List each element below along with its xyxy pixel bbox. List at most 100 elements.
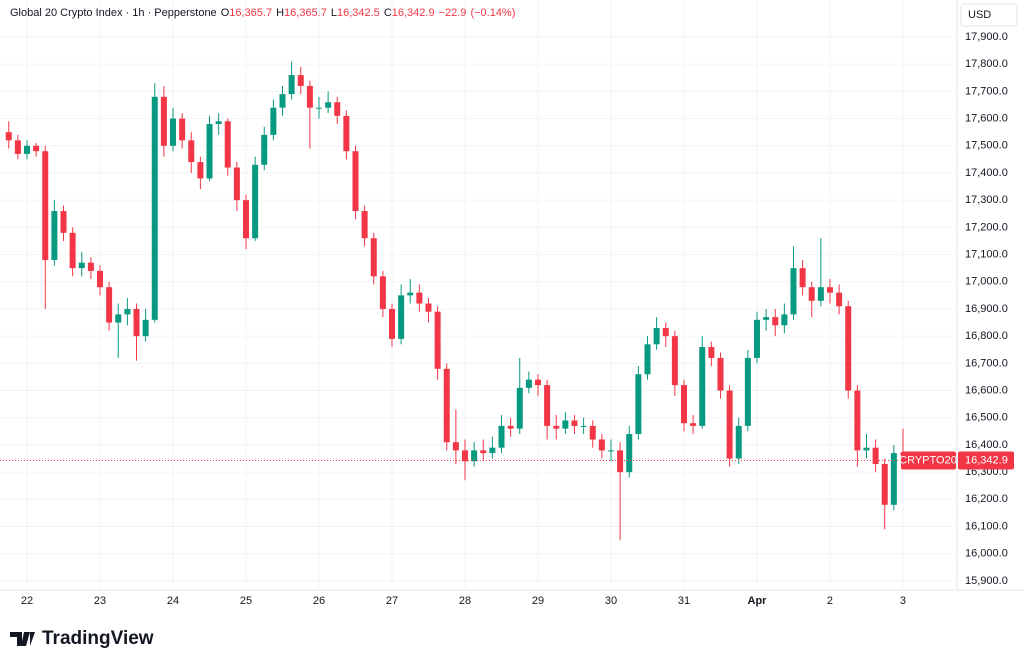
candle-body bbox=[243, 200, 250, 239]
x-tick-label: 2 bbox=[827, 595, 833, 607]
candle-body bbox=[179, 118, 186, 141]
candle-body bbox=[744, 357, 751, 426]
candle-body bbox=[151, 96, 158, 320]
y-tick-label: 17,500.0 bbox=[965, 140, 1008, 152]
ohlc-value: 16,365.7 bbox=[229, 7, 273, 19]
candle-body bbox=[5, 132, 12, 141]
candle-body bbox=[215, 121, 222, 125]
candle-body bbox=[188, 140, 195, 163]
x-tick-label: 27 bbox=[386, 595, 398, 607]
currency-box[interactable] bbox=[960, 3, 1018, 27]
candle-body bbox=[635, 374, 642, 435]
candle-body bbox=[325, 102, 332, 108]
candle-body bbox=[33, 145, 40, 152]
candle-body bbox=[443, 368, 450, 443]
candle-body bbox=[525, 379, 532, 388]
candle-body bbox=[288, 75, 295, 95]
logo bbox=[10, 632, 35, 646]
ohlc-value: 16,342.5 bbox=[336, 7, 380, 19]
candle-body bbox=[699, 347, 706, 426]
x-tick-label: 31 bbox=[678, 595, 690, 607]
candle-body bbox=[671, 336, 678, 386]
currency[interactable]: USD bbox=[968, 9, 991, 21]
candle-body bbox=[416, 292, 423, 304]
candle-body bbox=[270, 107, 277, 135]
candle-body bbox=[607, 450, 614, 452]
candle-body bbox=[261, 134, 268, 165]
candle-body bbox=[617, 450, 624, 473]
price-tag bbox=[958, 451, 1014, 470]
candle-body bbox=[662, 327, 669, 337]
candle-body bbox=[233, 167, 240, 201]
candle-body bbox=[78, 262, 85, 269]
candle-body bbox=[799, 268, 806, 288]
candle-body bbox=[826, 287, 833, 293]
candle-body bbox=[197, 162, 204, 179]
x-tick-label: 25 bbox=[240, 595, 252, 607]
y-tick-label: 16,900.0 bbox=[965, 303, 1008, 315]
candle-body bbox=[370, 238, 377, 277]
candle-body bbox=[690, 423, 697, 426]
candle-body bbox=[279, 94, 286, 108]
y-tick-label: 16,700.0 bbox=[965, 357, 1008, 369]
candle-body bbox=[498, 425, 505, 448]
y-tick-label: 17,900.0 bbox=[965, 31, 1008, 43]
candle-body bbox=[726, 390, 733, 459]
candle-body bbox=[580, 425, 587, 427]
legend-header: Global 20 Crypto Index · 1h · Pepperston… bbox=[10, 7, 515, 19]
candle-body bbox=[51, 211, 58, 261]
y-tick-label: 17,200.0 bbox=[965, 221, 1008, 233]
candle-body bbox=[489, 447, 496, 454]
y-tick-label: 17,300.0 bbox=[965, 194, 1008, 206]
candle-body bbox=[452, 442, 459, 451]
candle-body bbox=[708, 347, 715, 358]
candle-body bbox=[306, 85, 313, 108]
candle-body bbox=[735, 425, 742, 459]
candle-body bbox=[507, 425, 514, 429]
candle-body bbox=[753, 319, 760, 358]
candle-body bbox=[653, 327, 660, 345]
candle-body bbox=[398, 295, 405, 339]
y-tick-label: 16,200.0 bbox=[965, 493, 1008, 505]
candle-body bbox=[14, 140, 21, 154]
y-tick-label: 17,800.0 bbox=[965, 58, 1008, 70]
y-tick-label: 16,500.0 bbox=[965, 412, 1008, 424]
candle-body bbox=[133, 308, 140, 337]
ohlc-key: H bbox=[276, 7, 285, 19]
candle-body bbox=[480, 450, 487, 454]
x-tick-label: 28 bbox=[459, 595, 471, 607]
candle-body bbox=[589, 425, 596, 440]
symbol-label: CRYPTO20 bbox=[899, 454, 957, 466]
candle-body bbox=[24, 145, 31, 154]
candle-body bbox=[224, 121, 231, 168]
ohlc-value: 16,342.9 bbox=[391, 7, 435, 19]
candle-body bbox=[717, 357, 724, 391]
candle-body bbox=[790, 268, 797, 315]
candle-body bbox=[334, 102, 341, 116]
price-label: 16,342.9 bbox=[965, 454, 1008, 466]
candle-body bbox=[626, 434, 633, 473]
candle-body bbox=[598, 439, 605, 451]
x-tick-label: Apr bbox=[748, 595, 768, 607]
candle-body bbox=[817, 287, 824, 301]
candle-body bbox=[836, 292, 843, 307]
candle-body bbox=[297, 75, 304, 86]
y-tick-label: 17,000.0 bbox=[965, 276, 1008, 288]
y-tick-label: 16,800.0 bbox=[965, 330, 1008, 342]
candle-body bbox=[516, 387, 523, 429]
candle-body bbox=[316, 107, 322, 109]
y-tick-label: 17,400.0 bbox=[965, 167, 1008, 179]
x-tick-label: 24 bbox=[167, 595, 179, 607]
candle-body bbox=[553, 425, 560, 429]
ohlc-value: 16,365.7 bbox=[284, 7, 327, 19]
y-tick-label: 16,000.0 bbox=[965, 548, 1008, 560]
y-tick-label: 16,600.0 bbox=[965, 384, 1008, 396]
x-tick-label: 23 bbox=[94, 595, 106, 607]
y-tick-label: 16,400.0 bbox=[965, 439, 1008, 451]
candle-body bbox=[379, 276, 386, 309]
candle-body bbox=[343, 115, 350, 152]
candle-body bbox=[388, 308, 395, 339]
candle-body bbox=[534, 379, 541, 386]
